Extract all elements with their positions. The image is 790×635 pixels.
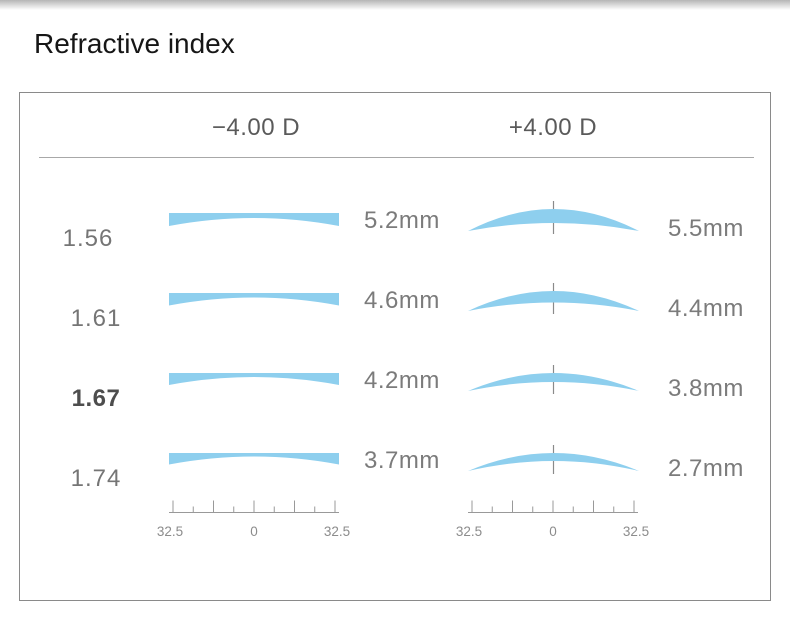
minus-thickness-label: 4.6mm [364,287,440,314]
minus-thickness-label: 3.7mm [364,447,440,474]
plus-lens-shape [468,201,639,234]
refractive-index-label: 1.56 [62,225,114,252]
ruler-label-left: 32.5 [456,524,482,539]
minus-lens-shape [169,293,339,306]
width-ruler-minus: 32.5 0 32.5 [157,500,350,539]
header-divider [39,157,754,158]
plus-thickness-label: 3.8mm [668,375,744,402]
plus-lens-shape [468,283,639,314]
ruler-label-center: 0 [549,524,557,539]
plus-thickness-label: 4.4mm [668,295,744,322]
page-title: Refractive index [34,28,235,59]
plus-thickness-label: 2.7mm [668,455,744,482]
ruler-label-right: 32.5 [623,524,649,539]
width-ruler-plus: 32.5 0 32.5 [456,500,649,539]
minus-thickness-label: 4.2mm [364,367,440,394]
minus-lens-shape [169,373,339,385]
minus-lens-shape [169,213,339,226]
refractive-index-label: 1.61 [70,305,122,332]
ruler-label-right: 32.5 [324,524,350,539]
minus-lens-shape [169,453,339,465]
minus-thickness-label: 5.2mm [364,207,440,234]
refractive-index-label: 1.67 [71,385,121,412]
top-edge-shadow [0,0,790,10]
plus-lens-shape [468,365,639,394]
refractive-index-label: 1.74 [70,465,122,492]
plus-lens-shape [468,445,639,474]
column-header-plus-power: +4.00 D [508,114,598,141]
ruler-label-center: 0 [250,524,258,539]
ruler-label-left: 32.5 [157,524,183,539]
plus-thickness-label: 5.5mm [668,215,744,242]
comparison-panel: −4.00 D +4.00 D 1.56 5.2mm 5.5mm 1.61 4.6mm 4… [19,92,771,601]
column-header-minus-power: −4.00 D [211,114,301,141]
